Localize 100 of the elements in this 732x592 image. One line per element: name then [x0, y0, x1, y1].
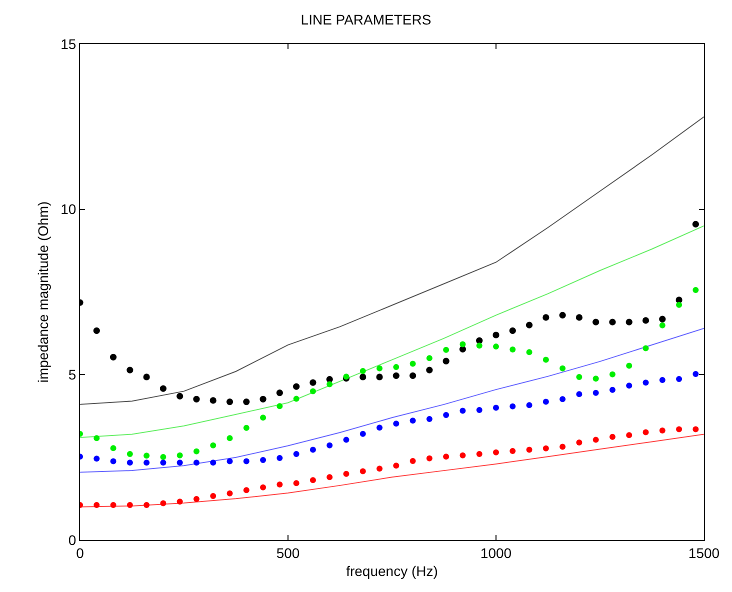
point	[160, 454, 166, 460]
point	[226, 490, 233, 496]
point	[659, 428, 666, 434]
x-tick-label: 500	[276, 544, 300, 561]
point	[676, 426, 682, 432]
point	[110, 354, 117, 360]
y-tick-label: 0	[68, 532, 76, 548]
point	[592, 318, 600, 326]
point	[94, 456, 100, 462]
point	[310, 477, 316, 484]
x-tick-label: 1000	[480, 544, 512, 561]
point	[193, 496, 200, 502]
point	[426, 416, 432, 422]
point	[493, 344, 499, 350]
point	[410, 458, 416, 464]
point	[659, 322, 666, 328]
point	[376, 374, 383, 380]
point	[160, 385, 166, 392]
point	[659, 316, 666, 322]
point	[542, 398, 549, 405]
point	[676, 302, 682, 308]
point	[443, 454, 450, 460]
point	[343, 436, 350, 443]
point	[426, 455, 432, 462]
point	[243, 487, 250, 494]
point	[110, 445, 116, 452]
point	[126, 451, 133, 458]
point	[442, 358, 450, 364]
point	[210, 442, 216, 448]
point	[692, 371, 699, 378]
point	[460, 452, 466, 458]
point	[492, 332, 500, 338]
point	[510, 403, 516, 410]
point	[692, 220, 699, 228]
point	[376, 424, 383, 431]
point	[426, 366, 433, 374]
point	[276, 481, 283, 488]
point	[110, 458, 116, 464]
point	[626, 432, 632, 438]
point	[393, 364, 400, 370]
point	[642, 380, 649, 386]
point	[260, 456, 266, 463]
point	[576, 439, 582, 446]
point	[476, 451, 482, 458]
point	[443, 412, 450, 418]
point	[293, 451, 300, 458]
point	[276, 454, 283, 461]
point	[360, 374, 366, 380]
point	[609, 434, 616, 440]
point	[326, 474, 333, 480]
line-series	[80, 328, 704, 473]
point	[526, 446, 532, 453]
point	[609, 371, 616, 378]
point	[692, 426, 699, 432]
point	[144, 502, 150, 508]
point	[360, 368, 366, 374]
point	[526, 322, 533, 328]
point	[260, 414, 266, 421]
point	[476, 342, 482, 349]
point	[392, 372, 400, 379]
point	[243, 398, 250, 406]
point	[526, 349, 532, 356]
point	[176, 452, 183, 458]
point	[493, 404, 499, 411]
x-tick-label: 1500	[688, 544, 720, 561]
point	[210, 397, 216, 404]
point	[460, 341, 466, 348]
point	[160, 460, 166, 466]
point	[609, 318, 616, 326]
point	[560, 444, 566, 450]
point	[592, 390, 599, 396]
point	[393, 462, 400, 469]
point	[626, 318, 632, 326]
point	[143, 374, 150, 380]
y-axis-title: impedance magnitude (Ohm)	[35, 201, 52, 383]
point	[376, 466, 383, 472]
point	[510, 448, 516, 454]
point	[526, 402, 532, 408]
point	[226, 398, 234, 406]
point	[559, 312, 566, 318]
point	[542, 356, 549, 363]
point	[160, 500, 166, 506]
point	[193, 396, 200, 402]
point	[94, 435, 100, 442]
point	[542, 314, 550, 321]
point	[443, 346, 450, 353]
point	[692, 287, 699, 294]
point	[176, 392, 184, 400]
point	[310, 379, 316, 386]
point	[592, 436, 599, 443]
point	[560, 396, 566, 402]
point	[260, 484, 266, 490]
point	[410, 418, 416, 424]
line-series	[80, 116, 704, 405]
point	[576, 314, 582, 321]
point	[176, 460, 183, 466]
chart-title: LINE PARAMETERS	[300, 12, 432, 28]
point	[126, 502, 133, 508]
point	[243, 458, 250, 464]
point	[376, 365, 383, 372]
